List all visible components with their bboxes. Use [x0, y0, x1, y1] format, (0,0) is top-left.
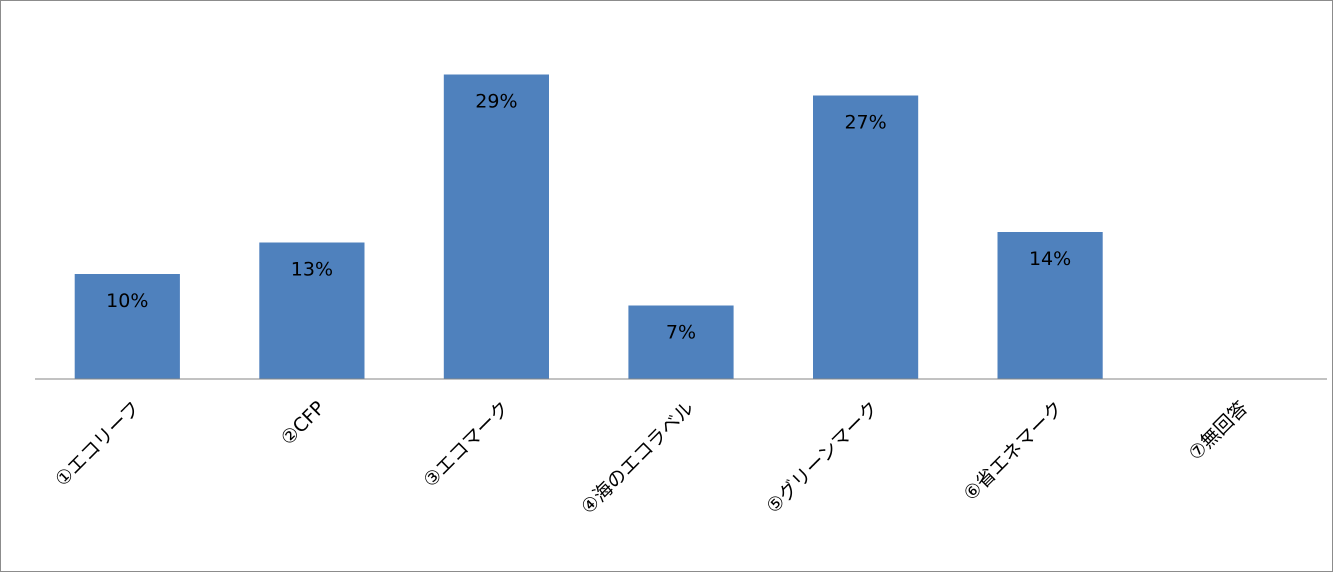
bar	[443, 74, 549, 379]
tick-labels-layer: ①エコリーフ ②CFP ③エコマーク ④海のエコラベル ⑤グリーンマーク ⑥省エネマーク ⑦…	[51, 397, 1252, 519]
x-tick-label: ④海のエコラベル	[577, 397, 699, 519]
data-label: 29%	[475, 91, 517, 113]
data-label: 27%	[844, 112, 886, 134]
bar	[74, 274, 180, 379]
x-tick-label: ⑤グリーンマーク	[762, 397, 883, 518]
data-label: 10%	[106, 290, 148, 312]
bar	[813, 95, 919, 379]
value-labels-layer: 10% 13% 29% 7% 27% 14%	[106, 91, 1071, 344]
x-tick-label: ⑥省エネマーク	[959, 397, 1067, 505]
bar	[997, 232, 1103, 379]
x-tick-label: ②CFP	[277, 397, 330, 450]
x-tick-label: ①エコリーフ	[51, 397, 145, 491]
x-tick-label: ⑦無回答	[1184, 397, 1252, 465]
x-tick-label: ③エコマーク	[419, 397, 514, 492]
bar	[259, 242, 365, 379]
data-label: 14%	[1029, 248, 1071, 270]
bar	[628, 305, 734, 379]
data-label: 13%	[291, 259, 333, 281]
bars-layer	[74, 74, 1103, 379]
data-label: 7%	[666, 322, 696, 344]
